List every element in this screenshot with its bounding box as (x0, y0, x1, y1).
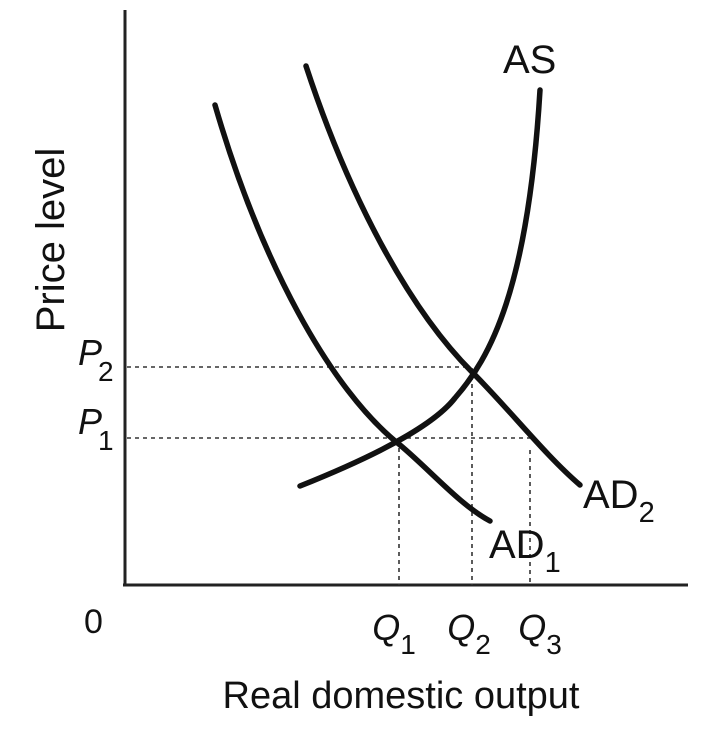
q1-label: Q1 (372, 607, 416, 660)
q2-label: Q2 (447, 607, 491, 660)
ad1-label: AD1 (489, 523, 561, 579)
p2-label: P2 (78, 332, 114, 387)
as-curve (297, 87, 543, 489)
q3-label: Q3 (518, 607, 562, 660)
ad2-label: AD2 (583, 473, 655, 529)
x-axis-title: Real domestic output (223, 675, 580, 717)
origin-label: 0 (84, 603, 103, 641)
ad2-curve (303, 63, 583, 488)
y-axis-title: Price level (29, 148, 73, 333)
p1-label: P1 (78, 401, 114, 456)
as-label: AS (503, 38, 556, 82)
ad1-curve (212, 102, 493, 524)
